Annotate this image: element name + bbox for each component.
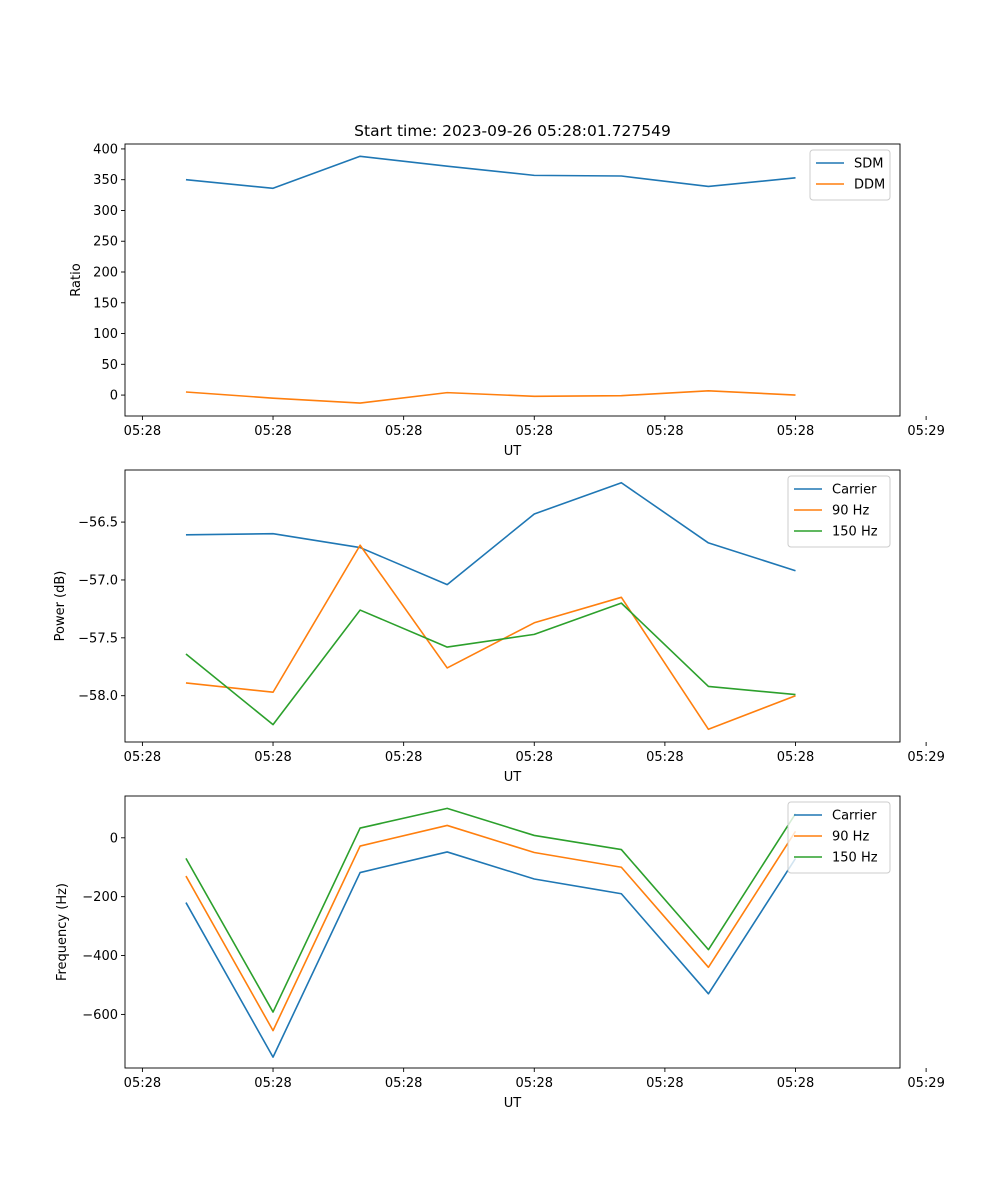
legend: Carrier 90 Hz 150 Hz (787, 801, 891, 874)
y-tick-label: 100 (93, 327, 118, 342)
x-tick-label: 05:28 (516, 750, 553, 765)
y-tick-label: −200 (82, 890, 118, 905)
legend-entry-label: 150 Hz (832, 525, 878, 540)
x-axis-label: UT (504, 444, 522, 459)
y-tick-label: 50 (101, 358, 118, 373)
x-tick-label: 05:28 (124, 1076, 161, 1091)
x-tick-label: 05:28 (124, 750, 161, 765)
x-tick-label: 05:28 (646, 1076, 683, 1091)
x-tick-label: 05:28 (254, 1076, 291, 1091)
x-tick-label: 05:28 (646, 750, 683, 765)
y-tick-label: −400 (82, 949, 118, 964)
x-tick-label: 05:28 (254, 750, 291, 765)
x-tick-label: 05:28 (777, 750, 814, 765)
y-axis-label: Frequency (Hz) (55, 883, 70, 981)
series-line-ddm (185, 389, 796, 404)
legend-entry-label: 150 Hz (832, 851, 878, 866)
x-tick-label: 05:28 (516, 1076, 553, 1091)
series-line-sdm (185, 155, 796, 190)
series-line-150-hz (185, 807, 797, 1013)
axes-frame (124, 469, 901, 743)
y-tick-label: 150 (93, 296, 118, 311)
x-tick-label: 05:29 (907, 1076, 944, 1091)
axes-frame (124, 795, 901, 1069)
x-tick-label: 05:28 (385, 750, 422, 765)
legend-box (787, 801, 891, 874)
x-axis-label: UT (504, 770, 522, 785)
y-axis-label: Power (dB) (53, 571, 68, 642)
legend-entry-label: 90 Hz (832, 504, 869, 519)
y-tick-label: 250 (93, 235, 118, 250)
x-tick-label: 05:29 (907, 750, 944, 765)
x-axis-label: UT (504, 1096, 522, 1111)
legend-box (787, 475, 891, 548)
y-tick-label: −57.5 (78, 631, 118, 646)
subplot-2: 05:28 05:28 05:28 05:28 05:28 05:28 05:29 −58.0… (53, 469, 945, 785)
legend-entry-label: Carrier (832, 809, 877, 824)
y-tick-label: −56.5 (78, 516, 118, 531)
y-tick-label: 400 (93, 142, 118, 157)
x-tick-label: 05:28 (516, 424, 553, 439)
y-tick-label: 0 (110, 831, 118, 846)
y-tick-label: 200 (93, 266, 118, 281)
x-tick-label: 05:28 (124, 424, 161, 439)
legend-entry-label: SDM (854, 157, 883, 172)
y-tick-label: −58.0 (78, 689, 118, 704)
x-tick-label: 05:28 (385, 424, 422, 439)
legend-entry-label: Carrier (832, 483, 877, 498)
x-tick-label: 05:28 (385, 1076, 422, 1091)
x-tick-label: 05:28 (646, 424, 683, 439)
subplot-3: 05:28 05:28 05:28 05:28 05:28 05:28 05:29 −600 −… (55, 795, 945, 1111)
y-tick-label: −600 (82, 1008, 118, 1023)
series-line-90-hz (185, 544, 796, 731)
subplot-1: 05:28 05:28 05:28 05:28 05:28 05:28 05:29 0 50 10… (69, 142, 945, 459)
axes-frame (124, 143, 901, 417)
legend: Carrier 90 Hz 150 Hz (787, 475, 891, 548)
series-line-carrier (185, 481, 796, 586)
figure-title: Start time: 2023-09-26 05:28:01.727549 (354, 122, 671, 140)
x-tick-label: 05:28 (777, 1076, 814, 1091)
legend-entry-label: 90 Hz (832, 830, 869, 845)
y-tick-label: 0 (110, 389, 118, 404)
legend-entry-label: DDM (854, 178, 885, 193)
x-tick-label: 05:28 (777, 424, 814, 439)
y-tick-label: 350 (93, 173, 118, 188)
y-axis-label: Ratio (69, 263, 84, 296)
x-tick-label: 05:29 (907, 424, 944, 439)
legend: SDM DDM (809, 149, 891, 201)
series-line-90-hz (185, 824, 797, 1032)
x-tick-label: 05:28 (254, 424, 291, 439)
series-line-carrier (185, 851, 797, 1058)
y-tick-label: −57.0 (78, 573, 118, 588)
y-tick-label: 300 (93, 204, 118, 219)
series-line-150-hz (185, 602, 796, 726)
